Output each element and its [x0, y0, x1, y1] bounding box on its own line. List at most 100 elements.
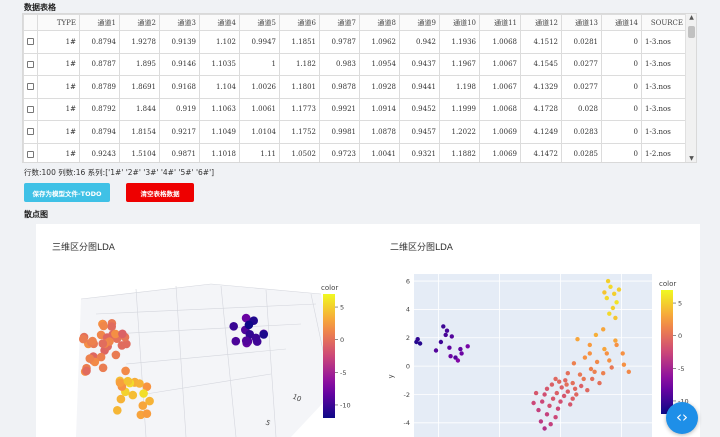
table-row[interactable]: 1# 0.8789 1.8691 0.9168 1.104 1.0026 1.1801 0.9…	[23, 75, 687, 99]
column-header[interactable]: 通道10	[439, 14, 480, 31]
chart-3d-svg[interactable]: 10 5 color 5 0 -5 -10	[36, 224, 376, 437]
row-select-cell[interactable]	[23, 52, 38, 76]
scatter-point	[616, 287, 622, 292]
scatter-point	[577, 372, 583, 377]
scroll-up-arrow-icon[interactable]: ▲	[689, 14, 694, 21]
3d-scatter-point	[123, 376, 133, 386]
table-cell: 1#	[37, 75, 80, 99]
table-cell: 0.9139	[159, 30, 200, 54]
table-cell: 1.0068	[479, 97, 521, 121]
3d-grid-line	[220, 285, 237, 437]
scatter-point	[458, 346, 463, 352]
column-header[interactable]: 通道9	[399, 14, 440, 31]
row-select-cell[interactable]	[23, 97, 38, 121]
table-cell: 1.1851	[279, 30, 320, 54]
row-checkbox[interactable]	[27, 38, 34, 46]
table-row[interactable]: 1# 0.9243 1.5104 0.9871 1.1018 1.11 1.0502 0.97…	[23, 142, 687, 162]
column-header[interactable]: 通道2	[119, 14, 160, 31]
save-model-button[interactable]: 保存为模型文件-TODO	[24, 183, 110, 202]
table-cell: 0.8787	[79, 52, 120, 76]
colorbar-tick-label: -5	[678, 365, 684, 373]
row-checkbox[interactable]	[27, 60, 34, 68]
y-tick-label: 6	[406, 277, 410, 285]
table-row[interactable]: 1# 0.8794 1.9278 0.9139 1.102 0.9947 1.1851 0.9…	[23, 30, 687, 54]
scatter-point	[572, 386, 578, 391]
row-select-cell[interactable]	[23, 75, 38, 99]
scatter-point	[565, 371, 570, 376]
scatter-point	[613, 338, 618, 343]
code-brackets-icon[interactable]: ‹›	[666, 402, 698, 434]
3d-scatter-point	[85, 354, 95, 363]
scatter-point	[602, 346, 607, 352]
table-cell: 0	[601, 52, 642, 76]
column-header[interactable]: 通道14	[601, 14, 642, 31]
table-cell: 1.1801	[279, 75, 320, 99]
scatter-point	[547, 403, 552, 408]
chart-card-3d[interactable]: 三维区分图LDA 10 5 color 5 0 -5 -10	[36, 224, 376, 437]
scatter-point	[557, 379, 562, 384]
scatter-point	[592, 369, 597, 374]
3d-grid-line	[110, 323, 302, 335]
table-cell: 0.9243	[79, 142, 120, 162]
3d-scatter-point	[128, 390, 138, 400]
table-info-text: 行数:100 列数:16 系列:['1#' '2#' '3#' '4#' '5#…	[24, 168, 215, 177]
3d-scatter-point	[251, 333, 261, 343]
table-row[interactable]: 1# 0.8794 1.8154 0.9217 1.1049 1.0104 1.1752 0.…	[23, 120, 687, 144]
scatter-point	[610, 305, 616, 311]
table-row[interactable]: 1# 0.8787 1.895 0.9146 1.1035 1 1.182 0.983 1.09…	[23, 52, 687, 76]
3d-scatter-point	[231, 336, 241, 346]
scroll-down-arrow-icon[interactable]: ▼	[689, 155, 694, 162]
table-cell: 0.919	[159, 97, 200, 121]
colorbar	[661, 290, 673, 414]
row-checkbox[interactable]	[27, 150, 34, 158]
row-checkbox[interactable]	[27, 105, 34, 113]
column-header[interactable]: 通道8	[359, 14, 400, 31]
scatter-point	[614, 300, 619, 305]
table-cell: 1.0067	[479, 52, 521, 76]
table-cell: 4.1512	[520, 30, 562, 54]
row-select-cell[interactable]	[23, 30, 38, 54]
scatter-point	[447, 345, 452, 350]
scatter-point	[536, 407, 541, 413]
column-header[interactable]: 通道11	[479, 14, 521, 31]
3d-grid-line	[210, 283, 322, 295]
table-cell: 0.9871	[159, 142, 200, 162]
table-cell: 1.0962	[359, 30, 400, 54]
3d-scatter-point	[229, 322, 238, 331]
column-header[interactable]: 通道1	[79, 14, 120, 31]
column-header[interactable]: 通道13	[561, 14, 602, 31]
column-header[interactable]: 通道6	[279, 14, 320, 31]
3d-scatter-point	[138, 401, 148, 410]
3d-grid-line	[175, 285, 187, 437]
column-header[interactable]: 通道3	[159, 14, 200, 31]
3d-scatter-point	[98, 339, 108, 348]
3d-scatter-point	[99, 321, 108, 331]
scrollbar-thumb[interactable]	[688, 26, 695, 38]
row-select-cell[interactable]	[23, 120, 38, 144]
table-vertical-scrollbar[interactable]: ▲ ▼	[685, 14, 696, 162]
table-row[interactable]: 1# 0.8792 1.844 0.919 1.1063 1.0061 1.1773 0.99…	[23, 97, 687, 121]
scatter-point	[581, 376, 586, 382]
3d-scatter-point	[135, 379, 144, 388]
column-header[interactable]: 通道5	[239, 14, 280, 31]
scatter-point	[544, 386, 550, 391]
column-header[interactable]: 通道12	[520, 14, 562, 31]
column-header[interactable]: 通道4	[199, 14, 240, 31]
3d-scatter-point	[115, 378, 125, 387]
table-cell: 1.0026	[239, 75, 280, 99]
colorbar-tick-label: -10	[678, 397, 689, 405]
clear-table-button[interactable]: 清空表格数据	[126, 183, 194, 202]
scatter-point	[587, 351, 592, 356]
table-cell: 1-3.nos	[641, 97, 687, 121]
data-table-container[interactable]: TYPE 通道1 通道2 通道3 通道4 通道5 通道6 通道7 通道8 通道9 通道10 通道11 通…	[22, 13, 697, 163]
table-cell: 1.0061	[239, 97, 280, 121]
row-checkbox[interactable]	[27, 128, 34, 136]
column-header[interactable]: TYPE	[37, 14, 80, 31]
row-select-cell[interactable]	[23, 142, 38, 162]
column-header[interactable]: SOURCE	[641, 14, 687, 31]
row-checkbox[interactable]	[27, 83, 34, 91]
column-header[interactable]: 通道7	[319, 14, 360, 31]
